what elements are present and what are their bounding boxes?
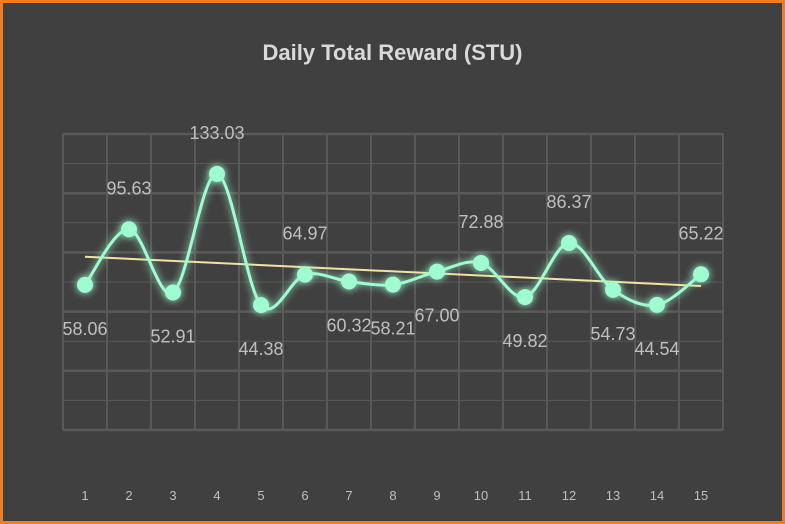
data-label: 52.91 xyxy=(150,326,195,346)
data-point xyxy=(385,276,401,293)
data-point xyxy=(341,273,357,290)
data-label: 60.32 xyxy=(326,316,371,336)
data-point xyxy=(649,296,665,313)
x-axis-tick-labels: 1 2 3 4 5 6 7 8 9 10 11 12 13 14 15 xyxy=(81,488,708,503)
data-point xyxy=(517,289,533,306)
data-point xyxy=(121,221,137,238)
data-point xyxy=(77,276,93,293)
data-label: 44.54 xyxy=(634,339,679,359)
data-label: 86.37 xyxy=(546,192,591,212)
x-tick-label: 6 xyxy=(301,488,308,503)
data-point xyxy=(297,266,313,283)
data-label: 54.73 xyxy=(590,324,635,344)
x-tick-label: 8 xyxy=(389,488,396,503)
data-label: 58.21 xyxy=(370,319,415,339)
data-point xyxy=(561,234,577,251)
data-label: 133.03 xyxy=(189,123,244,143)
data-point xyxy=(253,297,269,314)
data-label: 44.38 xyxy=(238,339,283,359)
data-label: 65.22 xyxy=(678,223,723,243)
x-tick-label: 2 xyxy=(125,488,132,503)
data-label: 67.00 xyxy=(414,306,459,326)
data-point xyxy=(429,263,445,280)
x-tick-label: 9 xyxy=(433,488,440,503)
data-labels: 58.06 95.63 52.91 133.03 44.38 64.97 60.3258.2… xyxy=(62,123,723,359)
data-label: 49.82 xyxy=(502,331,547,351)
x-tick-label: 14 xyxy=(650,488,664,503)
chart-title: Daily Total Reward (STU) xyxy=(262,40,523,65)
data-point xyxy=(693,266,709,283)
x-tick-label: 1 xyxy=(81,488,88,503)
data-label: 64.97 xyxy=(282,224,327,244)
data-point xyxy=(209,165,225,182)
x-tick-label: 10 xyxy=(474,488,488,503)
data-point xyxy=(605,281,621,298)
x-tick-label: 3 xyxy=(169,488,176,503)
x-tick-label: 11 xyxy=(518,488,532,503)
data-label: 72.88 xyxy=(458,212,503,232)
x-tick-label: 4 xyxy=(213,488,220,503)
data-label: 95.63 xyxy=(106,178,151,198)
series xyxy=(77,165,709,314)
x-tick-label: 7 xyxy=(345,488,352,503)
x-tick-label: 15 xyxy=(694,488,708,503)
series-line xyxy=(83,172,702,311)
x-tick-label: 12 xyxy=(562,488,576,503)
data-point xyxy=(473,254,489,271)
x-tick-label: 13 xyxy=(606,488,620,503)
x-tick-label: 5 xyxy=(257,488,264,503)
data-label: 58.06 xyxy=(62,319,107,339)
data-point xyxy=(165,284,181,301)
